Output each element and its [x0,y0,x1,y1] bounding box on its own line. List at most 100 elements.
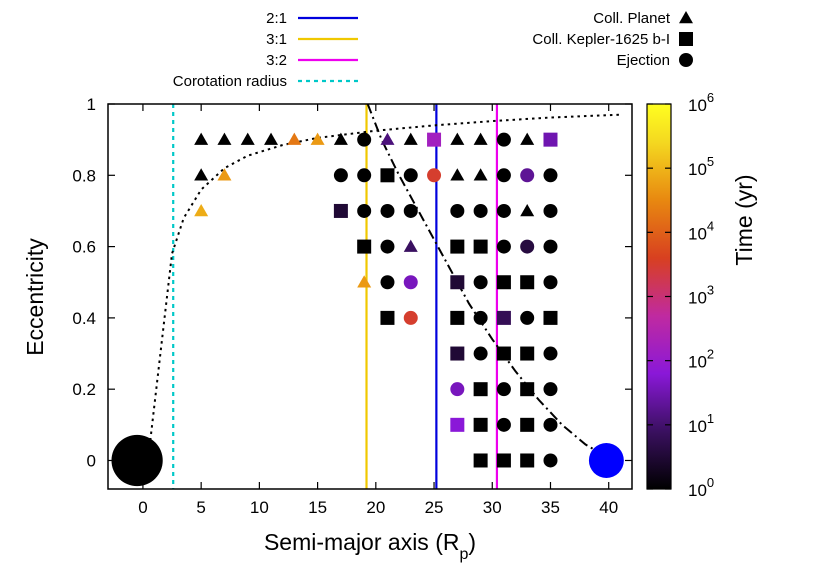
data-point [427,132,442,147]
data-point [450,382,465,397]
data-point [450,239,465,254]
data-point [217,132,232,145]
x-tick-label: 40 [599,498,618,517]
data-point [194,203,209,217]
data-point [543,168,558,183]
data-point [194,168,209,181]
y-tick-label: 0.4 [72,309,96,328]
data-point [403,239,418,252]
data-point [450,132,465,145]
data-point [520,203,535,217]
legend-marker-triangle [679,11,693,24]
plot-frame [107,103,633,490]
colorbar-tick-label: 101 [688,411,714,436]
data-point [520,275,535,290]
data-point [287,132,302,145]
y-tick-label: 0.6 [72,238,96,257]
data-point [427,168,442,183]
data-point [543,346,558,361]
data-point [473,132,488,145]
moon-body [588,443,624,478]
data-point [520,417,535,432]
data-point [380,310,395,325]
data-point [450,168,465,181]
data-point [310,132,325,145]
planet-body [111,434,163,487]
x-tick-label: 20 [366,498,385,517]
legend-label: Ejection [617,52,670,69]
legend-label: 3:2 [266,52,287,69]
data-point [473,453,488,468]
colorbar-tick-label: 106 [688,90,714,115]
colorbar-tick-label: 102 [688,347,714,372]
data-point [543,453,558,468]
data-point [380,132,395,145]
colorbar-title: Time (yr) [731,174,757,265]
y-tick-label: 0 [87,451,96,470]
data-point [217,168,232,181]
data-point [450,417,465,432]
data-point [380,275,395,290]
data-point [520,346,535,361]
data-point [403,310,418,325]
data-point [520,132,535,145]
data-point [496,417,511,432]
data-point [450,275,465,290]
x-axis-title: Semi-major axis (Rp) [264,529,476,563]
data-point [520,168,535,183]
data-point [520,453,535,468]
colorbar-tick-label: 100 [688,475,714,500]
data-point [333,203,348,218]
data-point [403,203,418,218]
data-point [333,168,348,183]
colorbar-tick-label: 104 [688,218,714,243]
data-point [496,239,511,254]
legend-marker-circle [679,53,693,67]
data-point [496,132,511,147]
data-point [543,203,558,218]
data-point [520,310,535,325]
data-point [194,132,209,145]
data-point [333,132,348,145]
data-point [520,382,535,397]
data-point [380,203,395,218]
data-point [264,132,279,145]
data-point [496,310,511,325]
data-point [543,310,558,325]
data-point [240,132,255,145]
data-point [357,203,372,218]
data-point [496,168,511,183]
y-tick-label: 0.2 [72,380,96,399]
x-tick-label: 30 [483,498,502,517]
legend-label: Coll. Kepler-1625 b-I [532,31,670,48]
data-point [473,346,488,361]
data-point [543,132,558,147]
data-point [380,239,395,254]
x-tick-label: 35 [541,498,560,517]
data-point [450,203,465,218]
y-tick-label: 1 [87,95,96,114]
x-tick-label: 5 [196,498,205,517]
data-point [520,239,535,254]
data-point [496,453,511,468]
x-tick-label: 15 [308,498,327,517]
data-point [357,168,372,183]
data-point [543,382,558,397]
data-point [473,382,488,397]
legend-marker-square [679,32,693,46]
y-tick-label: 0.8 [72,166,96,185]
legend-label: 2:1 [266,10,287,27]
data-point [496,382,511,397]
data-point [403,275,418,290]
data-point [543,417,558,432]
data-point [473,310,488,325]
data-point [380,168,395,183]
legend-label: 3:1 [266,31,287,48]
colorbar-tick-label: 105 [688,154,714,179]
data-point [357,239,372,254]
x-tick-label: 25 [425,498,444,517]
data-point [543,239,558,254]
data-point [403,132,418,145]
legend-right: Coll. Planet Coll. Kepler-1625 b-I Ejectio… [532,10,693,69]
data-point [473,417,488,432]
